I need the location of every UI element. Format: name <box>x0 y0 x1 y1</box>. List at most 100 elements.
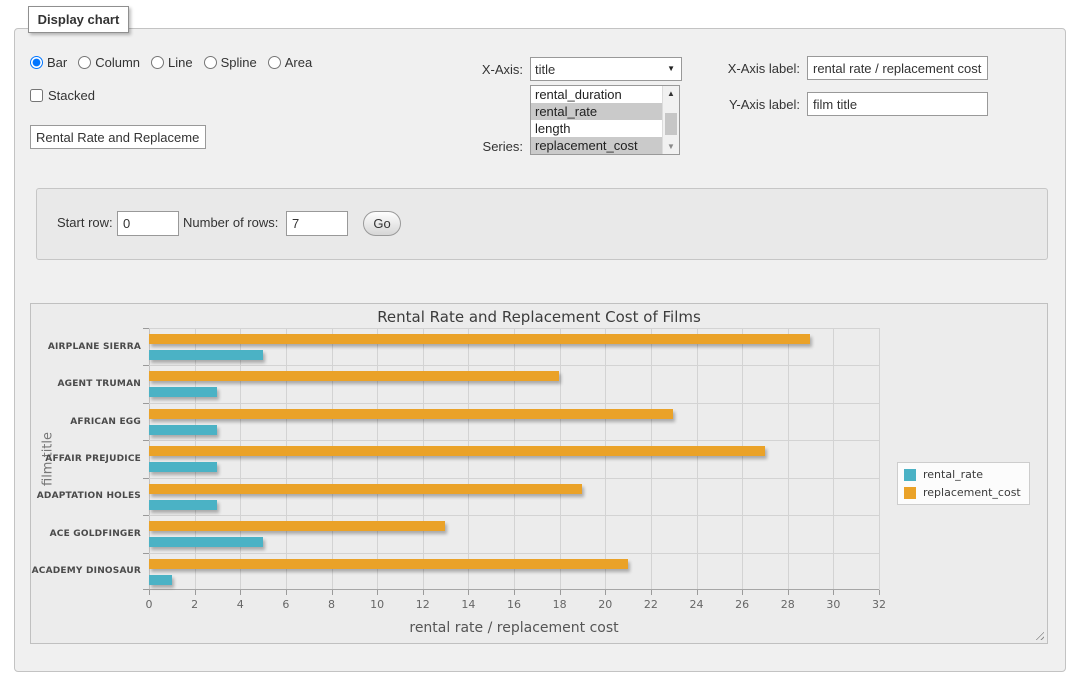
plot-area <box>149 328 879 590</box>
grid-line-vertical <box>514 328 515 590</box>
bar-rental_rate <box>149 537 263 547</box>
stacked-label: Stacked <box>48 88 95 103</box>
grid-line-vertical <box>697 328 698 590</box>
x-tick-mark <box>195 590 196 595</box>
x-tick-mark <box>879 590 880 595</box>
go-button[interactable]: Go <box>363 211 401 236</box>
num-rows-label: Number of rows: <box>183 215 278 230</box>
x-tick-label: 22 <box>644 598 658 611</box>
y-tick-mark <box>143 478 149 479</box>
bar-replacement_cost <box>149 559 628 569</box>
chart-type-label: Column <box>95 55 140 70</box>
y-tick-mark <box>143 403 149 404</box>
grid-line-vertical <box>651 328 652 590</box>
y-axis-label-label: Y-Axis label: <box>700 97 800 112</box>
bar-rental_rate <box>149 462 217 472</box>
chart-type-radio-bar[interactable] <box>30 56 43 69</box>
grid-line-horizontal <box>149 440 879 441</box>
resize-handle-icon[interactable] <box>1033 629 1044 640</box>
chart-type-label: Area <box>285 55 312 70</box>
scroll-down-icon[interactable]: ▼ <box>663 139 679 154</box>
grid-line-vertical <box>879 328 880 590</box>
legend-label: replacement_cost <box>923 486 1021 499</box>
x-axis-line <box>149 589 879 590</box>
category-label: ACADEMY DINOSAUR <box>31 553 141 590</box>
listbox-scrollbar[interactable]: ▲ ▼ <box>662 86 679 154</box>
x-tick-mark <box>240 590 241 595</box>
x-axis-select[interactable]: title <box>530 57 682 81</box>
y-axis-label-input[interactable] <box>807 92 988 116</box>
grid-line-vertical <box>468 328 469 590</box>
chart-type-radio-group: BarColumnLineSplineArea <box>30 55 312 70</box>
chart-type-option-column: Column <box>78 55 140 70</box>
category-label: AIRPLANE SIERRA <box>31 328 141 365</box>
category-label: AFFAIR PREJUDICE <box>31 440 141 477</box>
grid-line-vertical <box>560 328 561 590</box>
x-axis-select-wrap: title <box>530 57 682 81</box>
y-axis-line <box>149 328 150 590</box>
bar-rental_rate <box>149 425 217 435</box>
x-tick-label: 6 <box>282 598 289 611</box>
grid-line-horizontal <box>149 553 879 554</box>
bar-rental_rate <box>149 350 263 360</box>
legend-entry-rental_rate: rental_rate <box>904 468 1021 481</box>
x-tick-mark <box>149 590 150 595</box>
legend-entry-replacement_cost: replacement_cost <box>904 486 1021 499</box>
x-axis-title: rental rate / replacement cost <box>149 620 879 636</box>
x-tick-label: 0 <box>146 598 153 611</box>
x-tick-label: 14 <box>461 598 475 611</box>
y-tick-mark <box>143 515 149 516</box>
grid-line-horizontal <box>149 365 879 366</box>
series-listbox[interactable]: rental_durationrental_ratelengthreplacem… <box>530 85 680 155</box>
x-tick-label: 20 <box>598 598 612 611</box>
fieldset-legend: Display chart <box>28 6 129 33</box>
x-tick-label: 28 <box>781 598 795 611</box>
x-tick-mark <box>742 590 743 595</box>
scroll-up-icon[interactable]: ▲ <box>663 86 679 101</box>
x-tick-mark <box>833 590 834 595</box>
series-option-replacement_cost[interactable]: replacement_cost <box>531 137 662 154</box>
y-tick-mark <box>143 589 149 590</box>
x-tick-label: 8 <box>328 598 335 611</box>
grid-line-horizontal <box>149 403 879 404</box>
category-label: AGENT TRUMAN <box>31 365 141 402</box>
x-tick-mark <box>514 590 515 595</box>
grid-line-vertical <box>605 328 606 590</box>
y-tick-mark <box>143 553 149 554</box>
x-axis-label-input[interactable] <box>807 56 988 80</box>
start-row-input[interactable] <box>117 211 179 236</box>
chart-type-radio-column[interactable] <box>78 56 91 69</box>
series-option-length[interactable]: length <box>531 120 662 137</box>
y-tick-mark <box>143 365 149 366</box>
x-tick-mark <box>377 590 378 595</box>
chart-type-radio-line[interactable] <box>151 56 164 69</box>
chart-type-label: Spline <box>221 55 257 70</box>
chart-title-input[interactable] <box>30 125 206 149</box>
series-option-rental_duration[interactable]: rental_duration <box>531 86 662 103</box>
x-tick-mark <box>697 590 698 595</box>
stacked-checkbox[interactable] <box>30 89 43 102</box>
grid-line-vertical <box>332 328 333 590</box>
grid-line-horizontal <box>149 328 879 329</box>
stacked-checkbox-row: Stacked <box>30 88 95 103</box>
chart-type-radio-area[interactable] <box>268 56 281 69</box>
chart-legend: rental_rate replacement_cost <box>897 462 1030 505</box>
bar-rental_rate <box>149 575 172 585</box>
chart-type-radio-spline[interactable] <box>204 56 217 69</box>
scrollbar-thumb[interactable] <box>665 113 677 135</box>
bar-rental_rate <box>149 387 217 397</box>
chart-type-option-bar: Bar <box>30 55 67 70</box>
chart-panel: Rental Rate and Replacement Cost of Film… <box>30 303 1048 644</box>
bar-replacement_cost <box>149 371 559 381</box>
x-tick-label: 10 <box>370 598 384 611</box>
grid-line-vertical <box>377 328 378 590</box>
legend-swatch-icon <box>904 487 916 499</box>
x-tick-label: 32 <box>872 598 886 611</box>
num-rows-input[interactable] <box>286 211 348 236</box>
series-option-rental_rate[interactable]: rental_rate <box>531 103 662 120</box>
x-tick-label: 2 <box>191 598 198 611</box>
rows-panel: Start row: Number of rows: Go <box>36 188 1048 260</box>
x-axis-select-label: X-Axis: <box>440 62 523 77</box>
x-tick-mark <box>286 590 287 595</box>
series-options: rental_durationrental_ratelengthreplacem… <box>531 86 662 154</box>
